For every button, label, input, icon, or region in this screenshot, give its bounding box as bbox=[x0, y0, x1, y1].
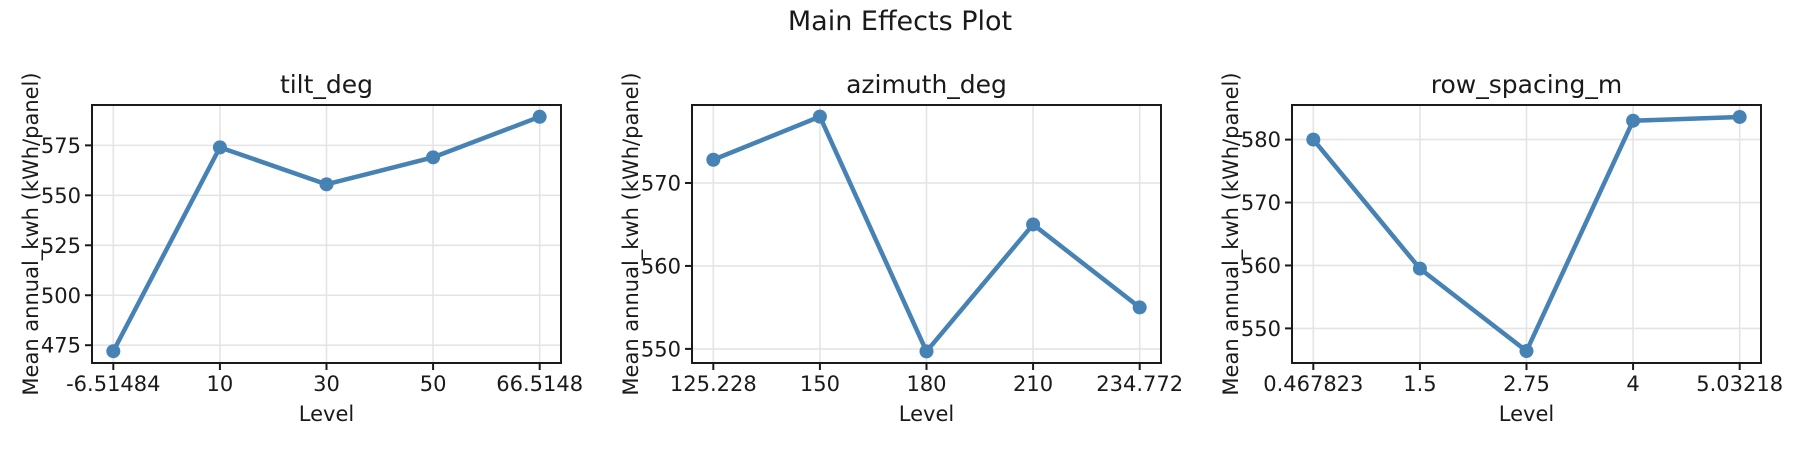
x-tick-label: 2.75 bbox=[1503, 372, 1550, 396]
x-tick-label: 1.5 bbox=[1403, 372, 1436, 396]
azimuth-deg-chart: 125.228 150 180 210 234.772 550 560 570 azimuth_… bbox=[619, 70, 1183, 426]
x-tick-label: 234.772 bbox=[1096, 372, 1183, 396]
data-point-marker bbox=[532, 109, 547, 124]
x-axis-label: Level bbox=[1499, 402, 1554, 426]
y-tick-label: 550 bbox=[41, 184, 81, 208]
y-tick-label: 475 bbox=[41, 334, 81, 358]
x-tick-label: 66.5148 bbox=[496, 372, 583, 396]
x-tick-label: 5.03218 bbox=[1696, 372, 1783, 396]
y-tick-label: 550 bbox=[1241, 317, 1281, 341]
subplot-tilt-deg: -6.51484 10 30 50 66.5148 475 500 525 550 575 tilt… bbox=[0, 0, 600, 450]
data-point-marker bbox=[319, 177, 334, 192]
y-tick-label: 550 bbox=[641, 337, 681, 361]
x-tick-label: 125.228 bbox=[670, 372, 757, 396]
x-tick-label: 180 bbox=[906, 372, 946, 396]
x-tick-label: 30 bbox=[313, 372, 340, 396]
data-point-marker bbox=[106, 344, 121, 359]
x-tick-label: 10 bbox=[207, 372, 234, 396]
row-spacing-m-chart: 0.467823 1.5 2.75 4 5.03218 550 560 570 580 row_s… bbox=[1219, 70, 1783, 426]
subplot-title: azimuth_deg bbox=[846, 70, 1007, 99]
subplot-title: tilt_deg bbox=[280, 70, 373, 99]
x-axis-label: Level bbox=[299, 402, 354, 426]
y-tick-label: 570 bbox=[1241, 191, 1281, 215]
data-point-marker bbox=[1626, 113, 1641, 128]
x-tick-label: 150 bbox=[800, 372, 840, 396]
data-point-marker bbox=[212, 140, 227, 155]
y-axis-label: Mean annual_kwh (kWh/panel) bbox=[619, 72, 644, 395]
subplot-row-spacing-m: 0.467823 1.5 2.75 4 5.03218 550 560 570 580 row_s… bbox=[1200, 0, 1800, 450]
data-point-marker bbox=[1026, 217, 1041, 232]
data-point-marker bbox=[1519, 344, 1534, 359]
y-tick-label: 570 bbox=[641, 171, 681, 195]
y-axis-label: Mean annual_kwh (kWh/panel) bbox=[1219, 72, 1244, 395]
y-tick-label: 560 bbox=[1241, 254, 1281, 278]
tilt-deg-chart: -6.51484 10 30 50 66.5148 475 500 525 550 575 tilt… bbox=[19, 70, 583, 426]
data-point-marker bbox=[1132, 300, 1147, 315]
data-point-marker bbox=[426, 150, 441, 165]
data-point-marker bbox=[812, 109, 827, 124]
x-tick-label: 50 bbox=[420, 372, 447, 396]
x-tick-label: 210 bbox=[1013, 372, 1053, 396]
x-tick-label: 0.467823 bbox=[1263, 372, 1363, 396]
y-axis-label: Mean annual_kwh (kWh/panel) bbox=[19, 72, 44, 395]
data-point-marker bbox=[706, 152, 721, 167]
data-point-marker bbox=[919, 344, 934, 359]
y-tick-label: 575 bbox=[41, 134, 81, 158]
figure-title: Main Effects Plot bbox=[787, 6, 1013, 37]
y-tick-label: 560 bbox=[641, 254, 681, 278]
y-tick-label: 500 bbox=[41, 284, 81, 308]
x-tick-label: -6.51484 bbox=[66, 372, 160, 396]
data-point-marker bbox=[1306, 132, 1321, 147]
subplot-title: row_spacing_m bbox=[1431, 70, 1622, 99]
data-point-marker bbox=[1412, 261, 1427, 276]
y-tick-label: 525 bbox=[41, 234, 81, 258]
x-tick-label: 4 bbox=[1626, 372, 1639, 396]
x-axis-label: Level bbox=[899, 402, 954, 426]
y-tick-label: 580 bbox=[1241, 128, 1281, 152]
data-point-marker bbox=[1732, 109, 1747, 124]
subplot-azimuth-deg: 125.228 150 180 210 234.772 550 560 570 azimuth_… bbox=[600, 0, 1200, 450]
